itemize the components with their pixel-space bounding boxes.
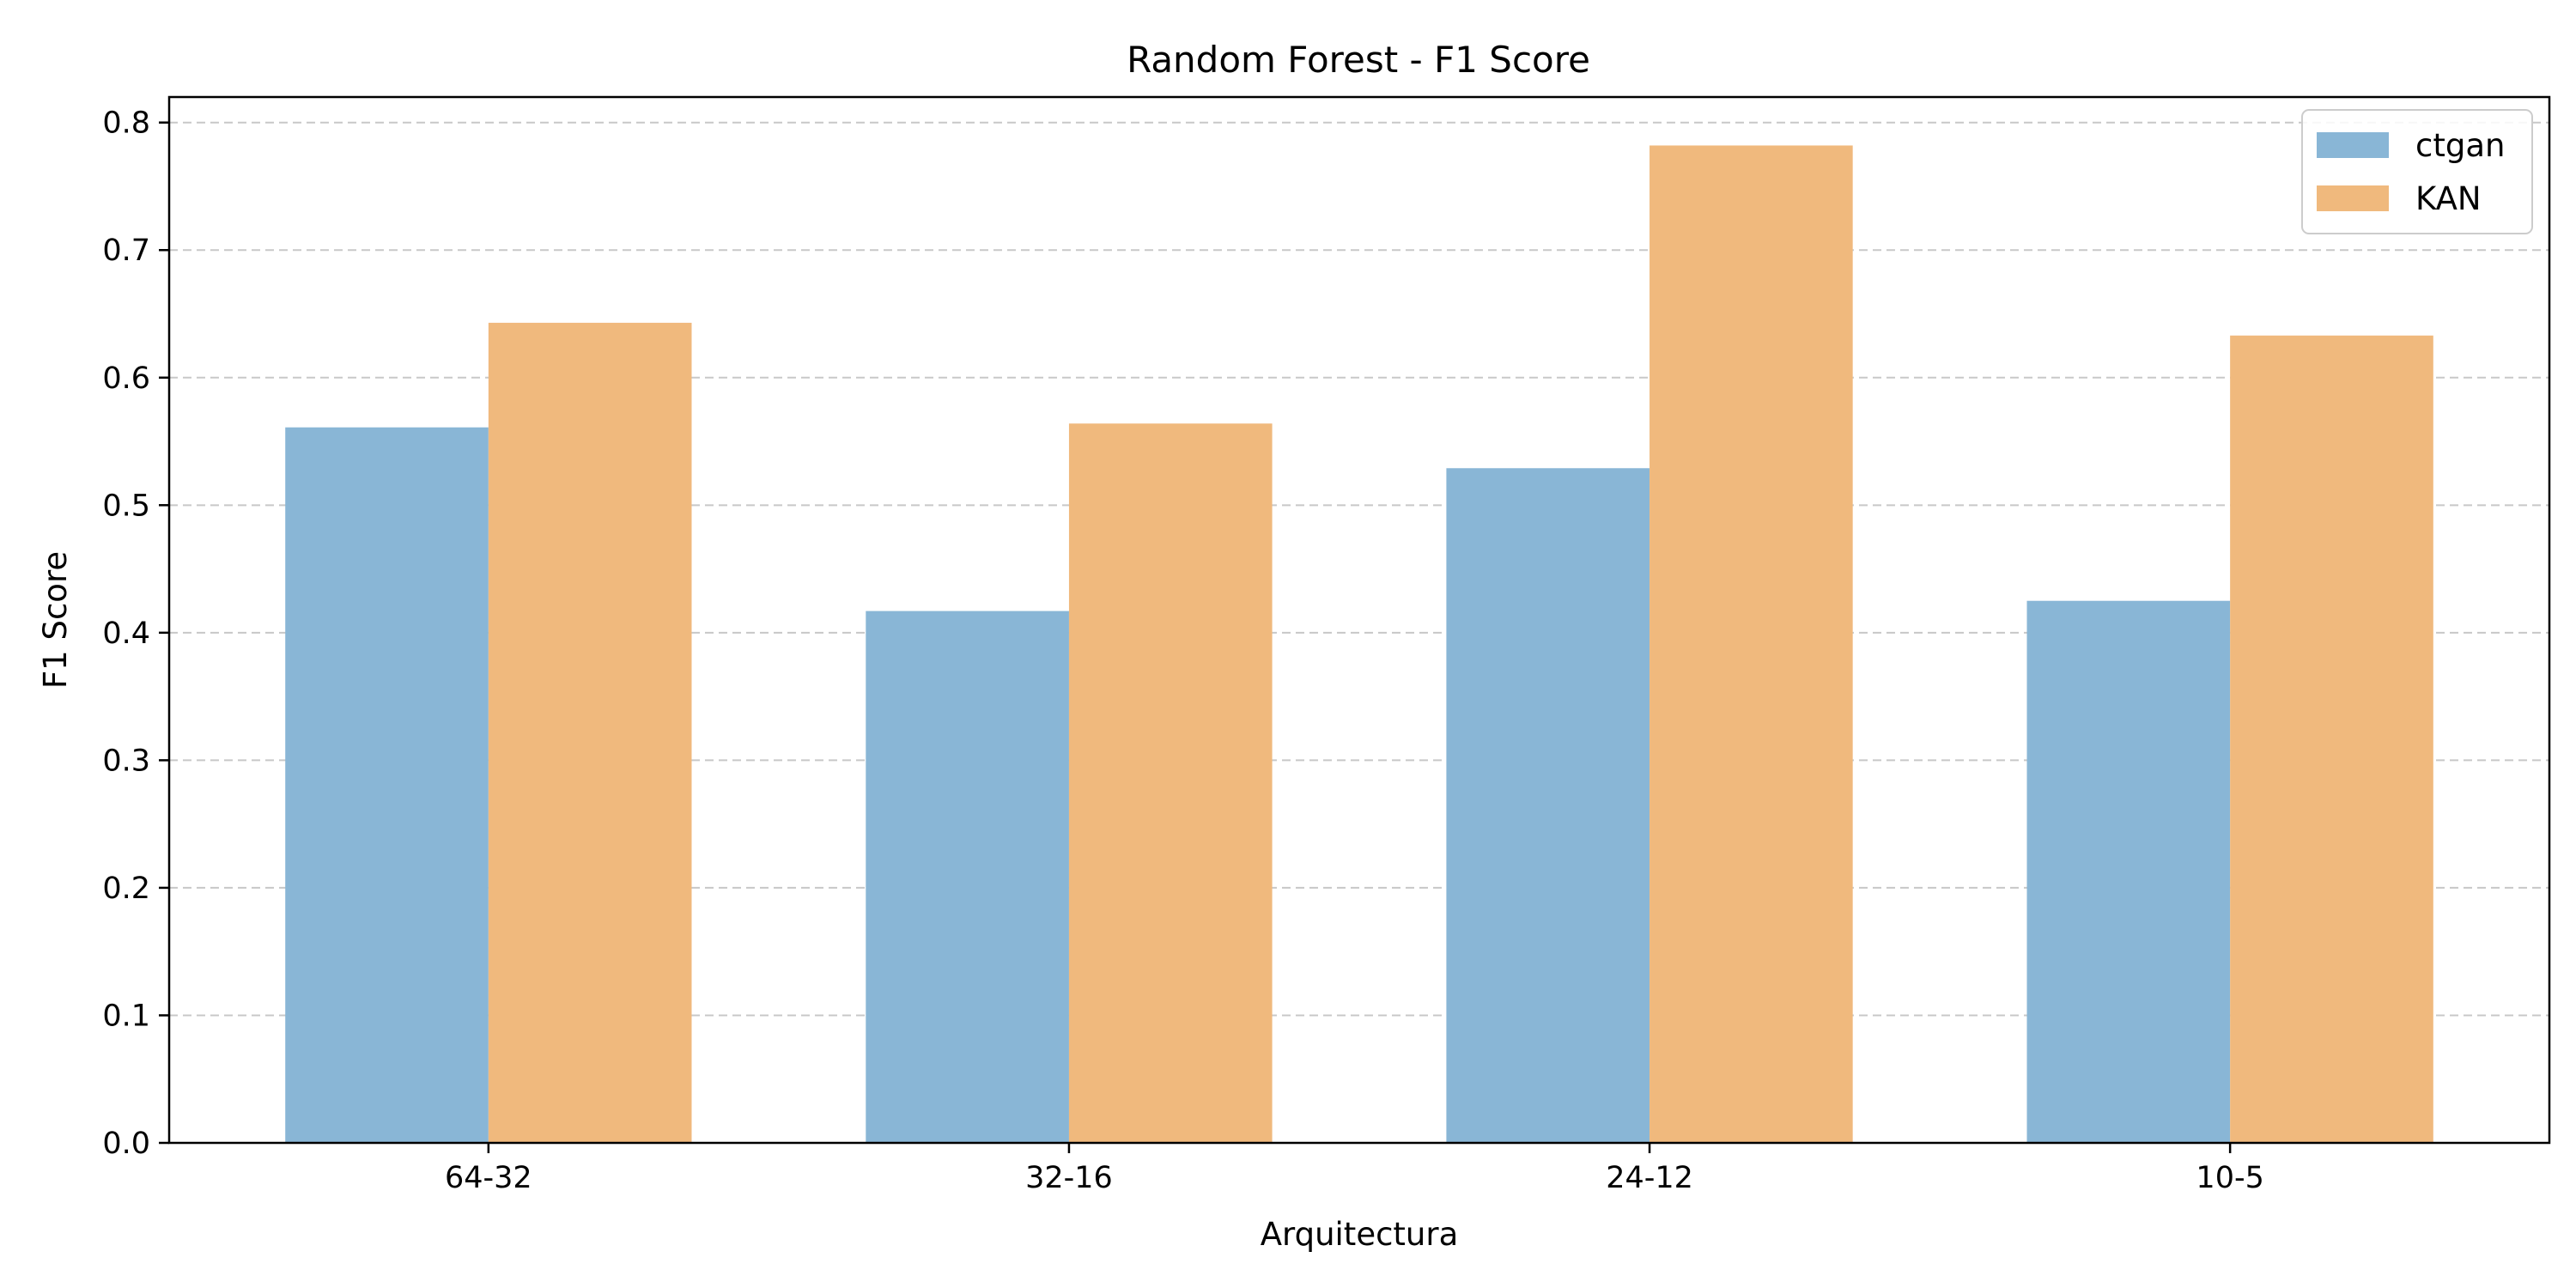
legend-label-ctgan: ctgan [2415, 127, 2505, 164]
y-tick-label: 0.5 [102, 489, 150, 523]
bar-kan-24-12 [1649, 145, 1853, 1144]
legend-label-kan: KAN [2415, 180, 2482, 217]
x-axis-label: Arquitectura [1261, 1216, 1459, 1253]
y-tick-label: 0.7 [102, 234, 150, 268]
plot-area-frame [167, 95, 2551, 1145]
y-axis-label: F1 Score [37, 551, 74, 689]
x-axis-ticks: 64-32 32-16 24-12 10-5 [445, 1143, 2264, 1195]
x-tick-label: 24-12 [1606, 1161, 1693, 1195]
y-axis-ticks: 0.0 0.1 0.2 0.3 0.4 0.5 0.6 0.7 0.8 [102, 106, 169, 1161]
bar-ctgan-10-5 [2026, 600, 2231, 1143]
bar-ctgan-32-16 [866, 611, 1069, 1143]
bars [285, 145, 2433, 1144]
chart-title: Random Forest - F1 Score [1127, 39, 1590, 81]
y-tick-label: 0.4 [102, 617, 150, 651]
y-tick-label: 0.8 [102, 106, 150, 141]
legend-swatch-ctgan [2317, 132, 2389, 158]
y-tick-label: 0.3 [102, 744, 150, 778]
y-tick-label: 0.2 [102, 872, 150, 906]
y-tick-label: 0.1 [102, 999, 150, 1033]
bar-ctgan-64-32 [285, 427, 489, 1144]
x-tick-label: 10-5 [2196, 1161, 2263, 1195]
bar-kan-32-16 [1068, 423, 1273, 1143]
legend: ctgan KAN [2301, 109, 2533, 234]
x-tick-label: 32-16 [1025, 1161, 1113, 1195]
bar-kan-10-5 [2230, 335, 2433, 1143]
x-tick-label: 64-32 [445, 1161, 532, 1195]
y-tick-label: 0.6 [102, 361, 150, 396]
y-tick-label: 0.0 [102, 1127, 150, 1161]
bar-kan-64-32 [488, 322, 692, 1143]
bar-ctgan-24-12 [1446, 468, 1650, 1143]
legend-swatch-kan [2317, 185, 2389, 211]
